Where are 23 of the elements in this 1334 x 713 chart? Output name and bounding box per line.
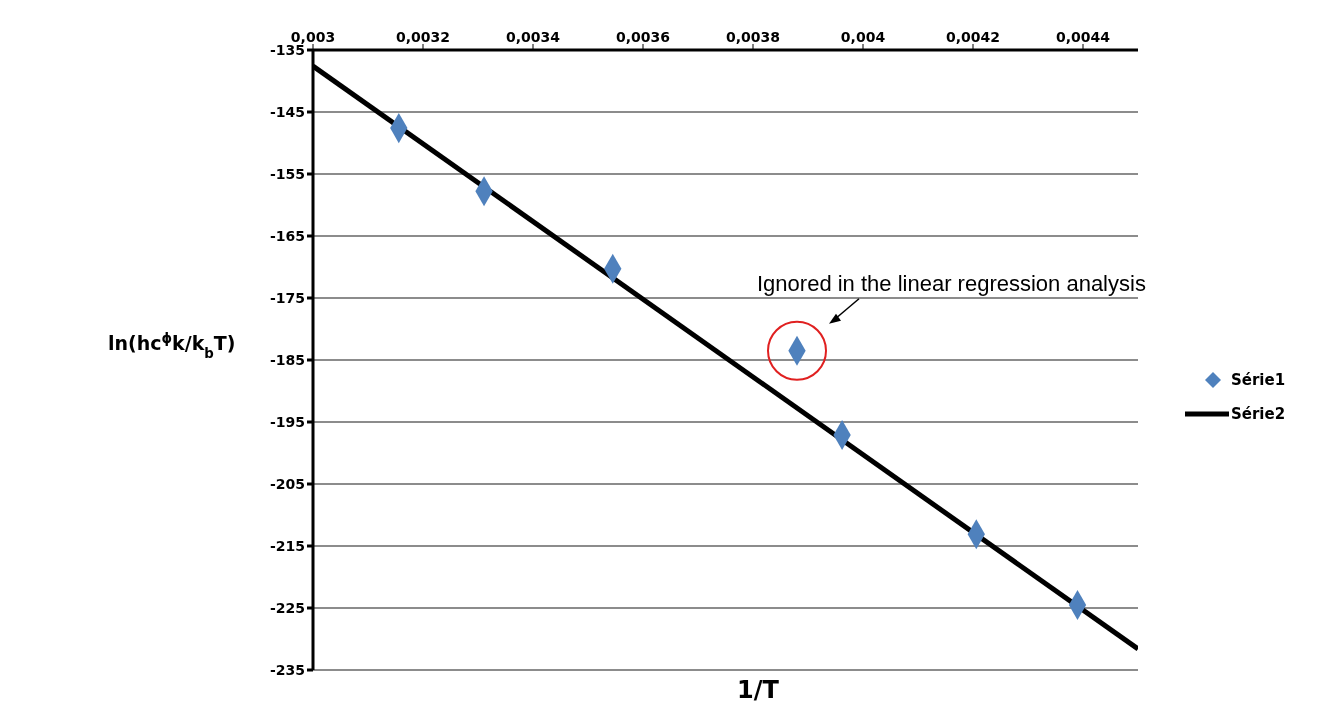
y-tick-label: -225 xyxy=(269,599,305,616)
x-axis-title: 1/T xyxy=(736,676,780,704)
x-tick-label: 0,003 xyxy=(290,29,336,45)
x-tick-label: 0,0042 xyxy=(945,29,1001,45)
y-tick-label: -185 xyxy=(269,351,305,368)
y-tick-label: -155 xyxy=(269,165,305,182)
annotation: Ignored in the linear regression analysis xyxy=(757,270,1146,296)
x-tick-label: 0,0038 xyxy=(725,29,781,45)
y-tick-label: -215 xyxy=(269,537,305,554)
x-tick-label: 0,0032 xyxy=(395,29,451,45)
y-tick-label: -205 xyxy=(269,475,305,492)
legend-label: Série2 xyxy=(1231,405,1286,423)
x-tick-label: 0,0036 xyxy=(615,29,671,45)
legend-label: Série1 xyxy=(1231,371,1286,389)
y-tick-label: -235 xyxy=(269,661,305,678)
y-tick-label: -175 xyxy=(269,289,305,306)
y-tick-label: -195 xyxy=(269,413,305,430)
x-tick-label: 0,0034 xyxy=(505,29,561,45)
x-tick-label: 0,0044 xyxy=(1055,29,1111,45)
x-tick-label: 0,004 xyxy=(840,29,886,45)
y-axis-title: ln(hc$^{ϕ}$k/k$_{b}$T) xyxy=(108,330,236,361)
y-tick-label: -145 xyxy=(269,103,305,120)
y-tick-label: -165 xyxy=(269,227,305,244)
